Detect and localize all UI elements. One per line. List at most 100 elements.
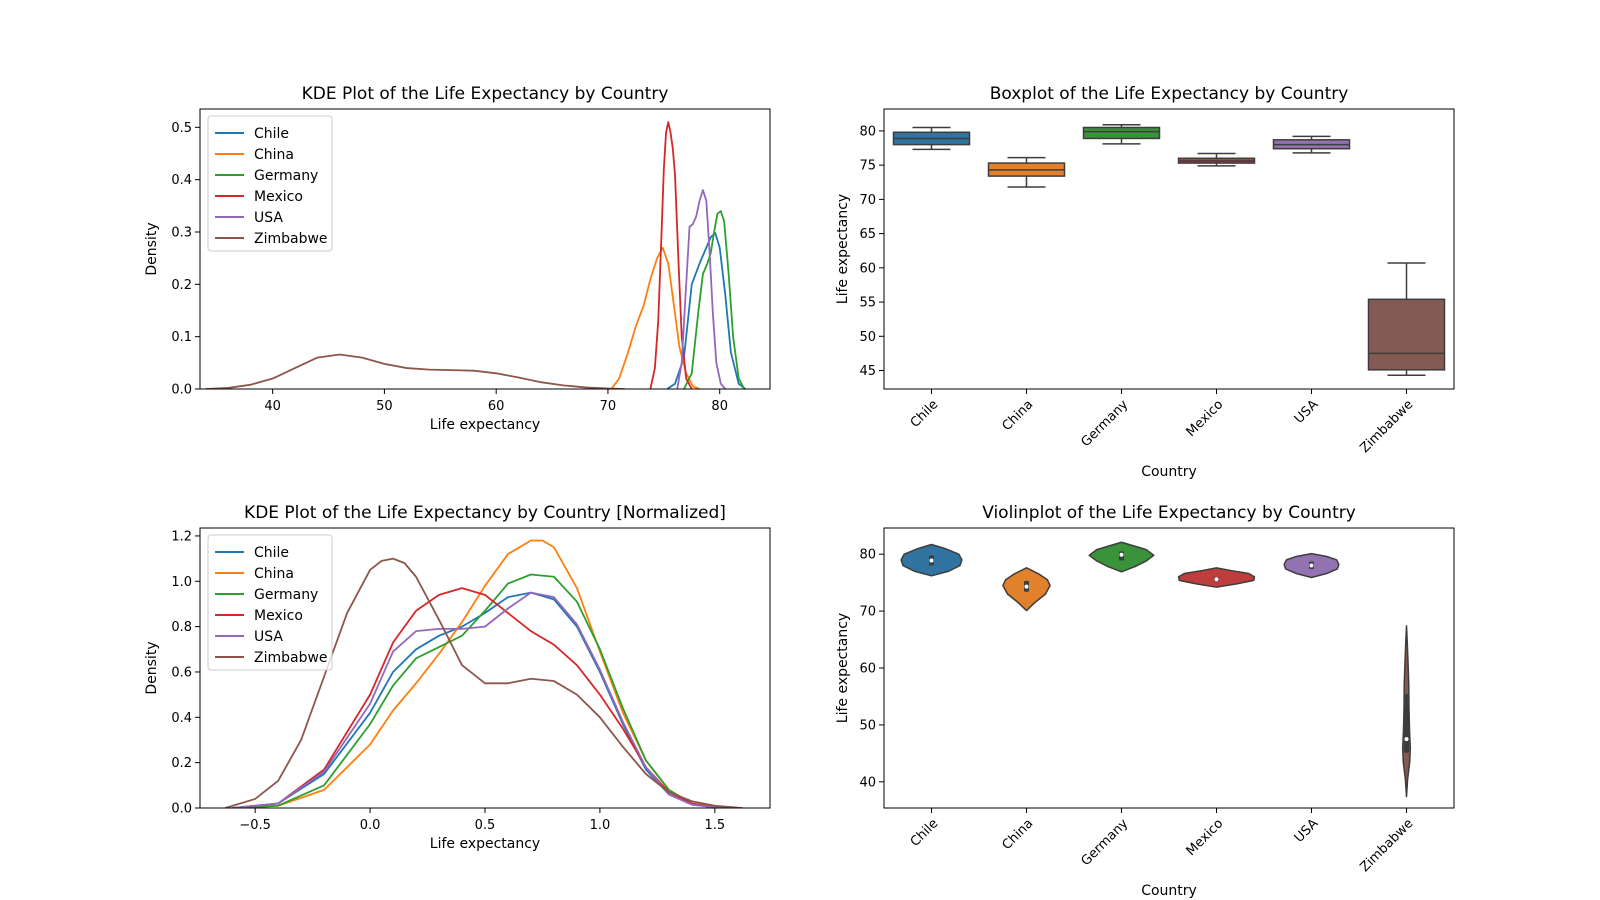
x-tick-label: 0.0	[360, 818, 381, 833]
legend-label-mexico: Mexico	[254, 189, 303, 205]
violin-median	[1024, 584, 1029, 589]
box-iqr	[1367, 298, 1446, 371]
x-tick-label-germany: Germany	[1078, 397, 1131, 450]
y-tick-label: 0.0	[171, 802, 192, 817]
x-tick-label-china: China	[999, 816, 1036, 853]
y-axis-label: Life expectancy	[835, 613, 851, 723]
chart-title: Boxplot of the Life Expectancy by Countr…	[990, 84, 1349, 104]
legend-label-china: China	[254, 147, 294, 163]
legend-label-zimbabwe: Zimbabwe	[254, 231, 328, 247]
legend: Chile China Germany Mexico USA Zimbabwe	[207, 534, 333, 671]
violin-mexico	[1177, 567, 1256, 588]
y-tick-label: 0.2	[171, 756, 192, 771]
legend-label-mexico: Mexico	[254, 608, 303, 624]
subplot-4: Violinplot of the Life Expectancy by Cou…	[835, 503, 1455, 899]
y-tick-label: 60	[859, 261, 876, 276]
box-china	[987, 156, 1066, 188]
plot-area	[225, 539, 743, 808]
y-tick-label: 0.4	[171, 711, 192, 726]
violin-iqr	[1404, 694, 1409, 753]
box-chile	[892, 126, 971, 151]
plot-area	[900, 541, 1412, 798]
violin-china	[1002, 567, 1051, 612]
y-tick-label: 0.1	[171, 330, 192, 345]
y-tick-label: 45	[859, 364, 876, 379]
x-tick-label: 60	[488, 399, 505, 414]
violin-chile	[900, 543, 963, 577]
x-tick-label-mexico: Mexico	[1184, 816, 1227, 859]
subplot-3: KDE Plot of the Life Expectancy by Count…	[144, 503, 771, 852]
legend-label-zimbabwe: Zimbabwe	[254, 650, 328, 666]
violin-median	[1309, 563, 1314, 568]
y-tick-label: 60	[859, 662, 876, 677]
chart-title: KDE Plot of the Life Expectancy by Count…	[302, 84, 669, 104]
x-tick-label: 1.5	[704, 818, 725, 833]
x-axis-label: Life expectancy	[430, 417, 540, 433]
y-tick-label: 50	[859, 330, 876, 345]
legend-label-germany: Germany	[254, 168, 318, 184]
y-tick-label: 75	[859, 159, 876, 174]
y-tick-label: 80	[859, 548, 876, 563]
series-line-germany	[232, 573, 738, 808]
x-tick-label-chile: Chile	[908, 816, 942, 850]
series-line-usa	[676, 189, 726, 389]
box-zimbabwe	[1367, 262, 1446, 377]
x-axis-label: Life expectancy	[430, 836, 540, 852]
y-axis-label: Density	[144, 222, 160, 275]
series-line-germany	[683, 210, 746, 389]
y-tick-label: 1.2	[171, 529, 192, 544]
chart-title: Violinplot of the Life Expectancy by Cou…	[982, 503, 1356, 523]
x-tick-label-usa: USA	[1292, 816, 1322, 846]
y-tick-label: 80	[859, 124, 876, 139]
x-tick-label-zimbabwe: Zimbabwe	[1357, 816, 1416, 875]
x-tick-label: 70	[600, 399, 617, 414]
x-tick-label: 40	[264, 399, 281, 414]
box-mexico	[1177, 152, 1256, 167]
violin-usa	[1283, 552, 1340, 579]
y-tick-label: 1.0	[171, 575, 192, 590]
x-axis-label: Country	[1141, 883, 1197, 899]
x-tick-label-china: China	[999, 397, 1036, 434]
axes-frame	[199, 108, 771, 390]
y-tick-label: 0.3	[171, 225, 192, 240]
chart-title: KDE Plot of the Life Expectancy by Count…	[244, 503, 726, 523]
y-tick-label: 0.0	[171, 383, 192, 398]
y-tick-label: 40	[859, 775, 876, 790]
subplot-2: Boxplot of the Life Expectancy by Countr…	[835, 84, 1455, 480]
violin-median	[1404, 737, 1409, 742]
violin-zimbabwe	[1401, 625, 1412, 798]
axes-frame	[883, 527, 1455, 809]
y-tick-label: 70	[859, 193, 876, 208]
x-tick-label-germany: Germany	[1078, 816, 1131, 869]
axes-frame	[883, 108, 1455, 390]
y-axis-label: Density	[144, 641, 160, 694]
box-germany	[1082, 123, 1161, 145]
series-line-mexico	[649, 121, 693, 389]
y-tick-label: 0.6	[171, 665, 192, 680]
y-tick-label: 0.5	[171, 121, 192, 136]
y-tick-label: 70	[859, 605, 876, 620]
x-tick-label: 50	[376, 399, 393, 414]
x-tick-label: 80	[711, 399, 728, 414]
plot-area	[892, 123, 1446, 377]
violin-germany	[1088, 541, 1155, 573]
violin-median	[1214, 577, 1219, 582]
x-tick-label: 1.0	[590, 818, 611, 833]
box-usa	[1272, 135, 1351, 154]
y-tick-label: 65	[859, 227, 876, 242]
y-axis-label: Life expectancy	[835, 194, 851, 304]
x-tick-label-chile: Chile	[908, 397, 942, 431]
series-line-zimbabwe	[225, 557, 743, 808]
x-tick-label: −0.5	[239, 818, 271, 833]
violin-median	[1119, 552, 1124, 557]
legend-label-usa: USA	[254, 210, 283, 226]
legend-label-china: China	[254, 566, 294, 582]
y-tick-label: 50	[859, 718, 876, 733]
x-tick-label-mexico: Mexico	[1184, 397, 1227, 440]
plot-area	[205, 121, 746, 389]
y-tick-label: 55	[859, 296, 876, 311]
y-tick-label: 0.4	[171, 173, 192, 188]
y-tick-label: 0.2	[171, 278, 192, 293]
legend-label-usa: USA	[254, 629, 283, 645]
legend-label-germany: Germany	[254, 587, 318, 603]
